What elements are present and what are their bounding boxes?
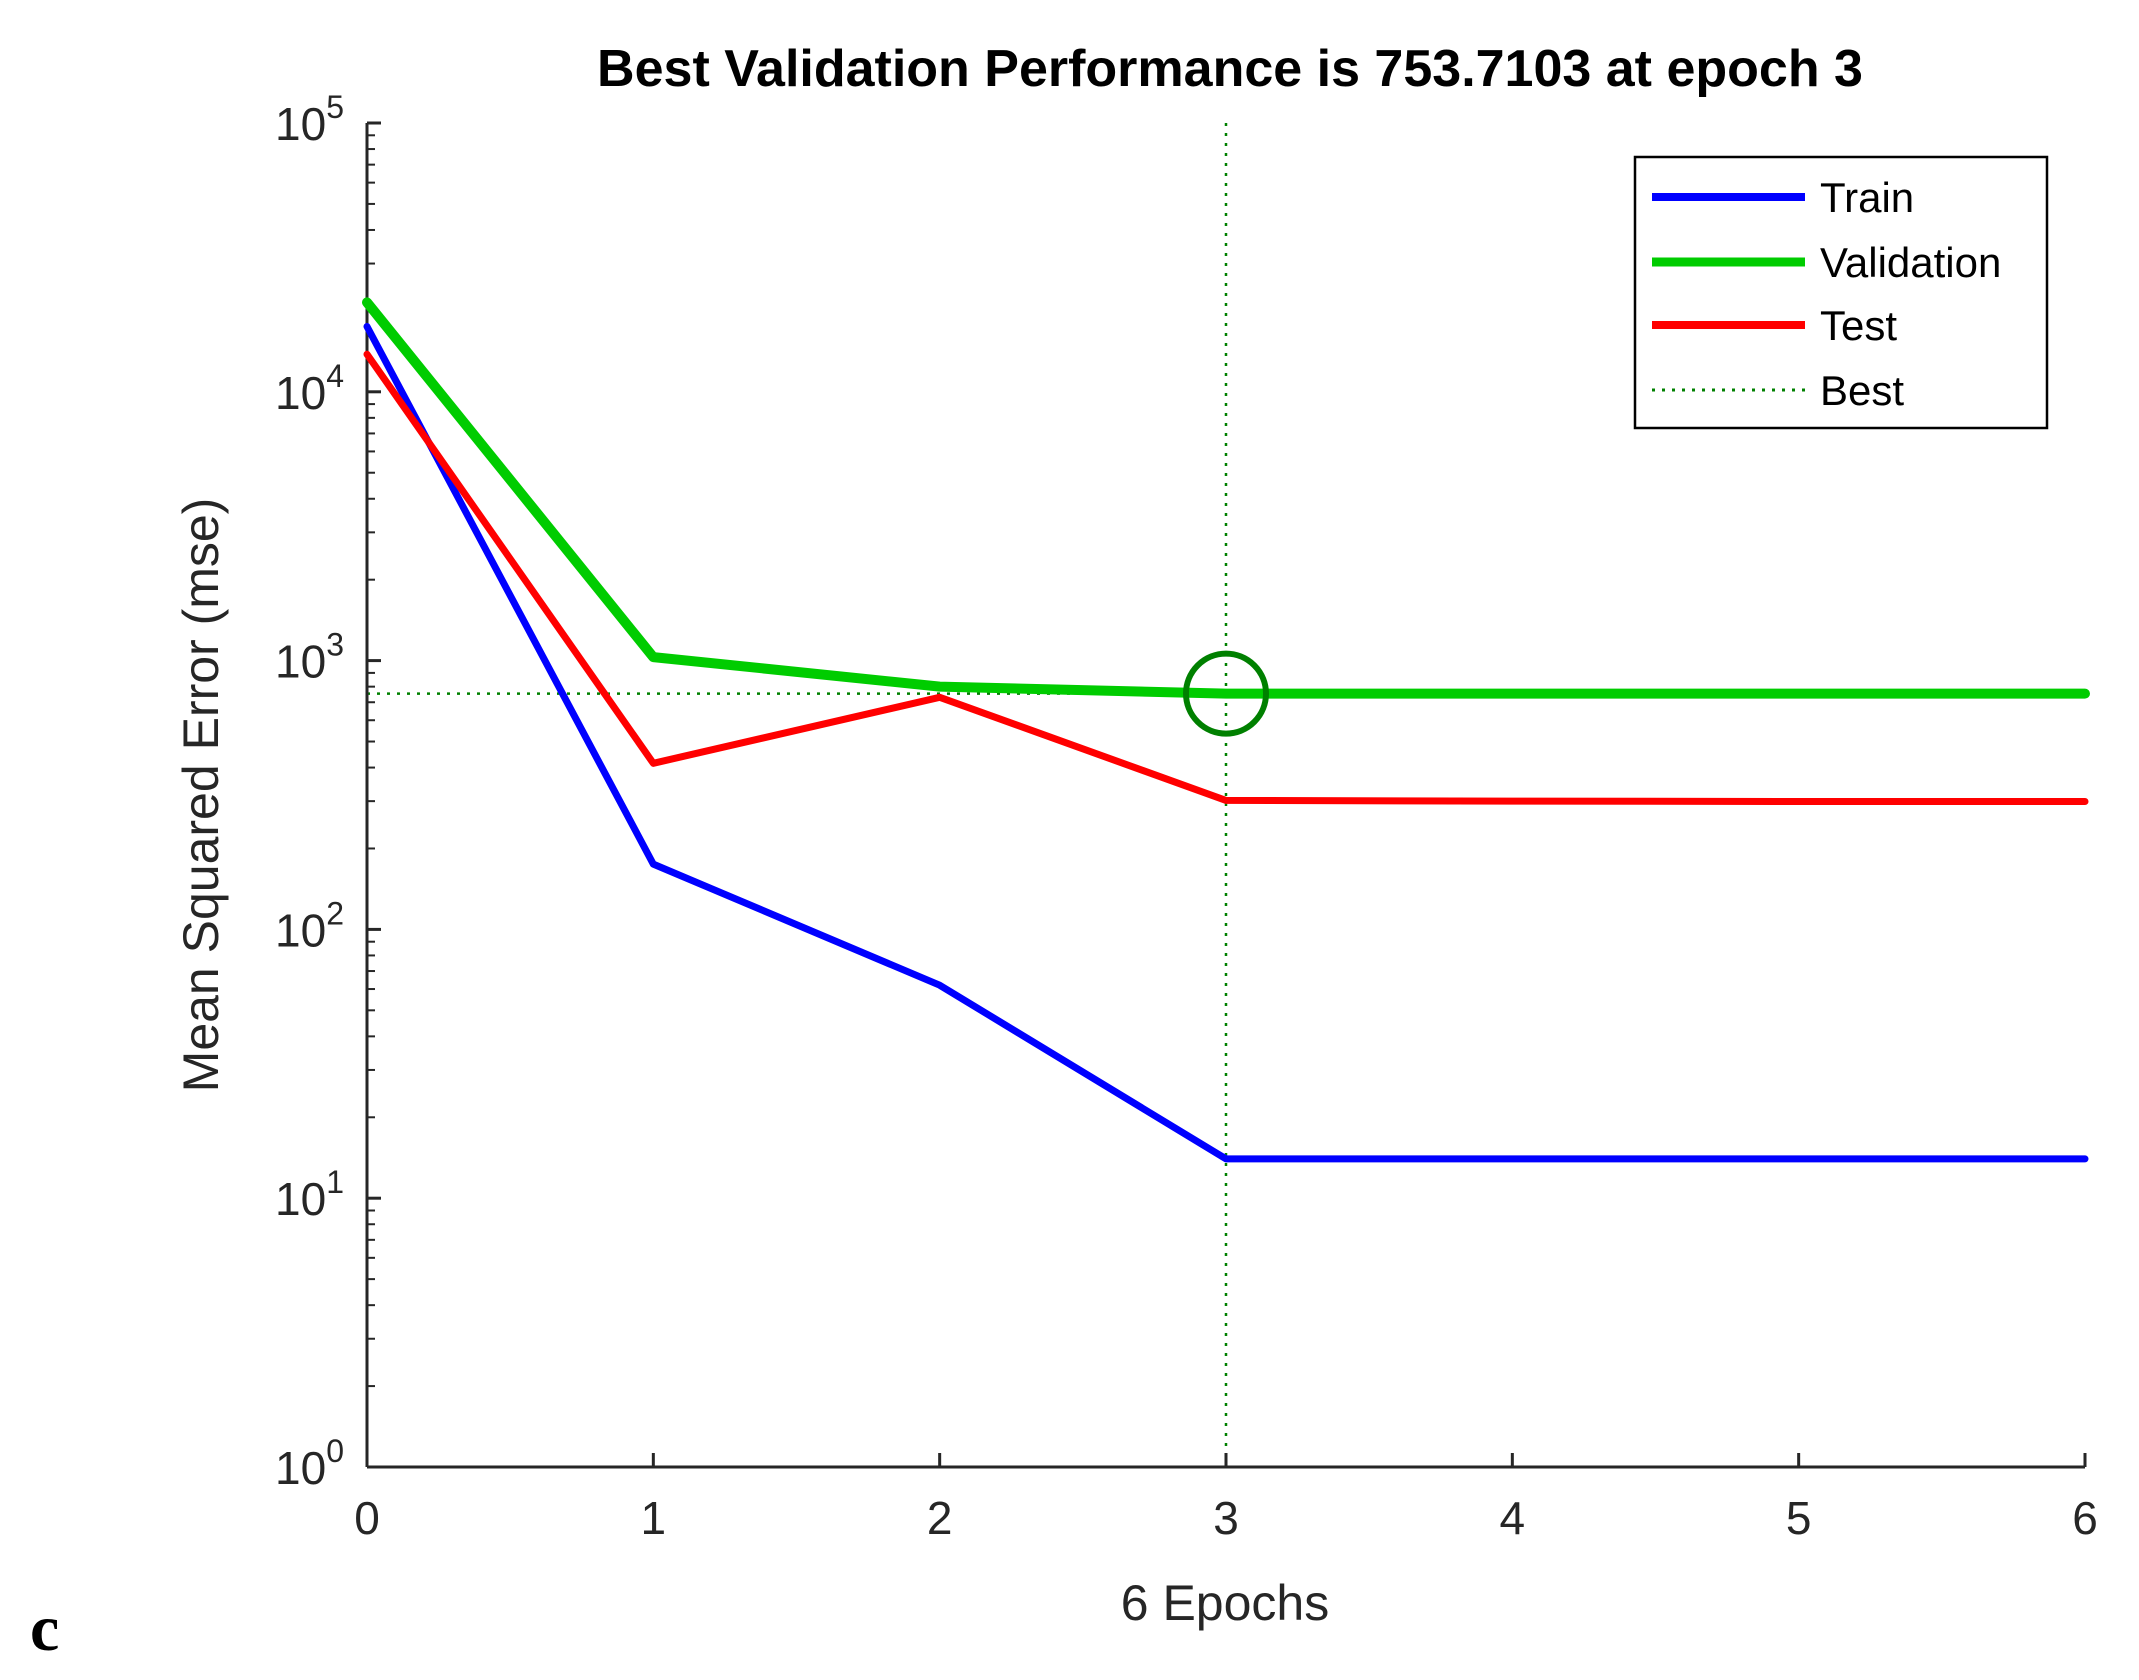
- legend-label-validation: Validation: [1820, 239, 2001, 286]
- legend-label-best: Best: [1820, 367, 1904, 414]
- y-axis-label: Mean Squared Error (mse): [173, 498, 229, 1093]
- chart-title: Best Validation Performance is 753.7103 …: [597, 40, 1863, 98]
- panel-label: c: [30, 1592, 59, 1665]
- legend-box: [1633, 155, 2049, 430]
- series-line-train: [363, 323, 2089, 1163]
- legend: Train Validation Test Best: [1633, 155, 2049, 430]
- series-lines: [362, 297, 2090, 1163]
- y-tick-label: 104: [275, 358, 344, 419]
- y-tick-labels: 100 101 102 103 104 105: [275, 89, 344, 1494]
- x-tick-label: 1: [641, 1492, 667, 1544]
- x-tick-label: 4: [1500, 1492, 1526, 1544]
- x-tick-labels: 0 1 2 3 4 5 6: [354, 1492, 2098, 1544]
- x-tick-label: 2: [927, 1492, 953, 1544]
- best-circle: [1183, 650, 1269, 737]
- x-tick-label: 0: [354, 1492, 380, 1544]
- y-tick-label: 101: [275, 1164, 344, 1225]
- y-tick-label: 105: [275, 89, 344, 150]
- y-tick-label: 103: [275, 627, 344, 688]
- y-tick-label: 102: [275, 895, 344, 956]
- x-tick-label: 3: [1213, 1492, 1239, 1544]
- series-line-test: [363, 350, 2089, 805]
- series-line-validation: [362, 297, 2090, 699]
- legend-label-train: Train: [1820, 174, 1914, 221]
- axes: [365, 121, 2087, 1469]
- x-tick-label: 5: [1786, 1492, 1812, 1544]
- legend-label-test: Test: [1820, 302, 1897, 349]
- best-marker: [1183, 650, 1269, 737]
- x-axis-label: 6 Epochs: [1121, 1575, 1329, 1631]
- y-tick-label: 100: [275, 1433, 344, 1494]
- x-tick-label: 6: [2072, 1492, 2098, 1544]
